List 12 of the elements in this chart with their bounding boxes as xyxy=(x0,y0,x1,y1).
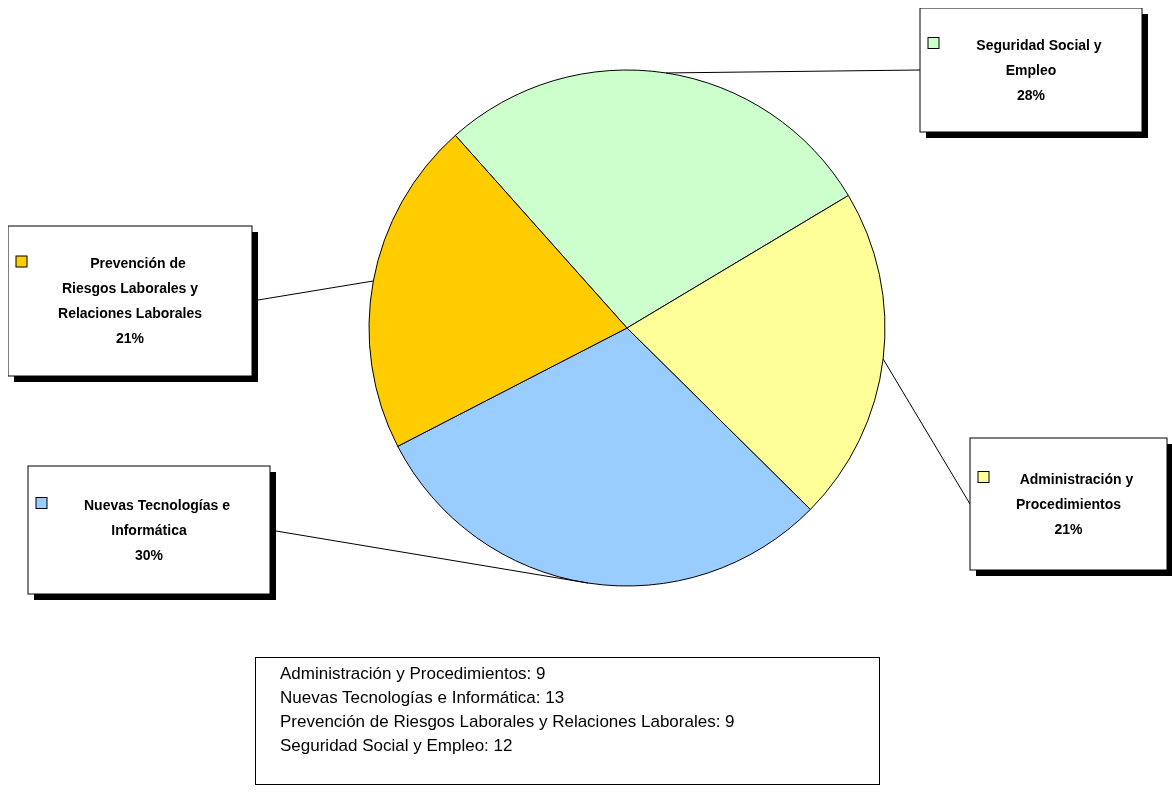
text: Administración y Procedimientos: 9 xyxy=(280,663,547,685)
data-label: 21% xyxy=(1054,520,1084,537)
slice-label: Prevención de Riesgos Laborales y Relaciones Laborales xyxy=(58,255,203,321)
text: Prevención de Riesgos Laborales y Relaciones Laborales: 9 xyxy=(280,711,736,733)
legend-label: Administración y Procedimientos xyxy=(1015,470,1134,512)
data-label: 21% xyxy=(115,330,145,346)
data-label: 28% xyxy=(1016,86,1046,103)
data-label: 30% xyxy=(134,546,164,563)
slice-label: Nuevas Tecnologías e Informática xyxy=(83,496,231,538)
slice-label: Seguridad Social y Empleo xyxy=(976,36,1102,78)
text: Seguridad Social y Empleo: 12 xyxy=(280,735,514,757)
text: Nuevas Tecnologías e Informática: 13 xyxy=(280,687,566,709)
